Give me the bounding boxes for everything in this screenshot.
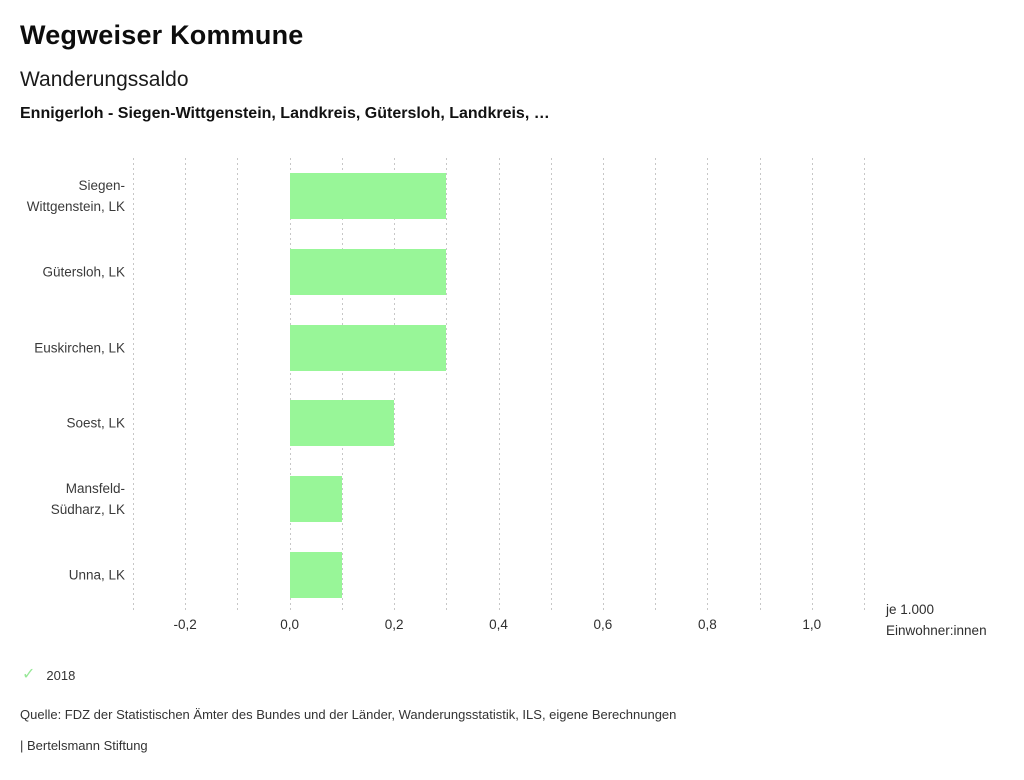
bar-chart: Siegen-Wittgenstein, LK Gütersloh, LK Eusk…: [0, 158, 1024, 663]
bar[interactable]: [289, 172, 447, 219]
gridline: [811, 158, 813, 613]
gridline: [289, 158, 291, 613]
x-tick-label: 0,8: [698, 617, 717, 632]
gridline: [655, 158, 657, 613]
category-label: Euskirchen, LK: [34, 340, 125, 356]
category-label: Mansfeld-Südharz, LK: [50, 481, 125, 518]
unit-line-2: Einwohner:innen: [886, 623, 987, 638]
chart-title: Wanderungssaldo: [20, 68, 189, 91]
bar[interactable]: [289, 248, 447, 295]
gridline: [602, 158, 604, 613]
gridline: [707, 158, 709, 613]
x-tick-label: 0,6: [593, 617, 613, 632]
x-tick-label: 0,4: [489, 617, 508, 632]
branding: | Bertelsmann Stiftung: [20, 738, 148, 753]
category-label: Unna, LK: [68, 567, 125, 583]
gridline: [759, 158, 761, 613]
plot-area: [133, 158, 865, 613]
gridline: [237, 158, 239, 613]
bar[interactable]: [289, 552, 342, 599]
gridline: [550, 158, 552, 613]
gridline: [498, 158, 500, 613]
unit-line-1: je 1.000: [886, 602, 935, 617]
gridline: [446, 158, 448, 613]
source-note: Quelle: FDZ der Statistischen Ämter des …: [20, 707, 677, 722]
x-tick-label: 0,0: [280, 617, 299, 632]
y-axis-labels: Siegen-Wittgenstein, LK Gütersloh, LK Eusk…: [0, 158, 125, 613]
bar[interactable]: [289, 400, 394, 447]
x-tick-label: -0,2: [173, 617, 197, 632]
x-tick-label: 1,0: [802, 617, 822, 632]
legend-item-2018[interactable]: ✓ 2018: [22, 667, 75, 683]
category-label: Gütersloh, LK: [42, 264, 125, 280]
bar[interactable]: [289, 476, 342, 523]
gridline: [864, 158, 865, 613]
bar[interactable]: [289, 324, 447, 371]
x-tick-label: 0,2: [384, 617, 404, 632]
legend-year-label: 2018: [46, 667, 76, 683]
gridline: [341, 158, 343, 613]
check-icon: ✓: [22, 666, 36, 683]
category-label: Soest, LK: [66, 415, 125, 431]
gridline: [133, 158, 134, 613]
category-label: Siegen-Wittgenstein, LK: [26, 177, 125, 214]
app-title: Wegweiser Kommune: [20, 20, 304, 50]
x-axis-unit-label: je 1.000 Einwohner:innen: [886, 599, 987, 641]
gridline: [185, 158, 187, 613]
chart-subtitle: Ennigerloh - Siegen-Wittgenstein, Landkr…: [20, 105, 550, 122]
gridline: [394, 158, 396, 613]
